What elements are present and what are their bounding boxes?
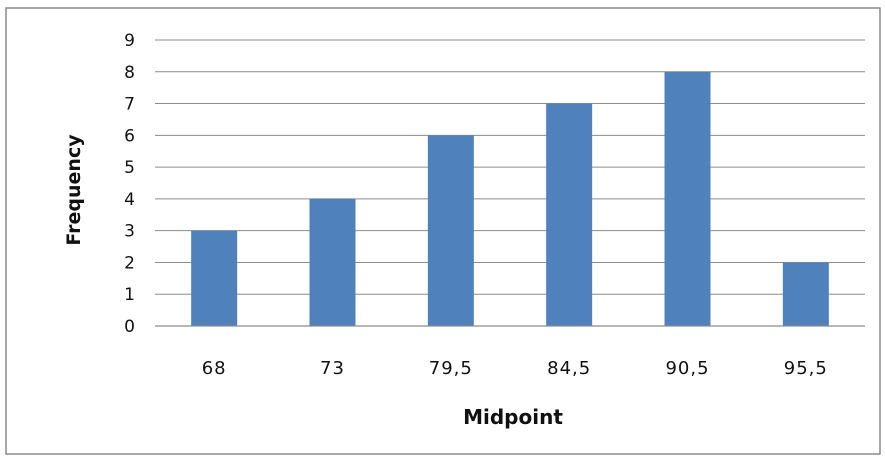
y-axis-title: Frequency bbox=[63, 134, 85, 246]
bar-68 bbox=[191, 230, 238, 326]
y-tick-label: 9 bbox=[124, 31, 135, 51]
x-tick-label: 68 bbox=[202, 358, 227, 379]
x-axis-tick-labels: 68 73 79,5 84,5 90,5 95,5 bbox=[202, 358, 828, 379]
y-tick-label: 8 bbox=[124, 63, 135, 83]
y-tick-label: 7 bbox=[124, 95, 135, 115]
bar-73 bbox=[309, 198, 356, 326]
chart-frame bbox=[5, 7, 881, 455]
y-tick-label: 6 bbox=[124, 126, 135, 146]
x-tick-label: 95,5 bbox=[784, 358, 828, 379]
y-tick-label: 4 bbox=[124, 190, 135, 210]
y-axis-tick-labels: 0 1 2 3 4 5 6 7 8 9 bbox=[124, 31, 135, 337]
x-tick-label: 84,5 bbox=[547, 358, 591, 379]
y-tick-label: 3 bbox=[124, 222, 135, 242]
bar-95-5 bbox=[782, 262, 829, 326]
x-tick-label: 79,5 bbox=[429, 358, 473, 379]
x-tick-label: 90,5 bbox=[665, 358, 709, 379]
bar-90-5 bbox=[664, 71, 711, 327]
bar-84-5 bbox=[546, 103, 593, 326]
gridlines bbox=[155, 39, 865, 295]
x-axis-title: Midpoint bbox=[463, 405, 563, 429]
y-tick-label: 0 bbox=[124, 317, 135, 337]
x-tick-label: 73 bbox=[320, 358, 345, 379]
y-tick-label: 1 bbox=[124, 285, 135, 305]
bars bbox=[191, 71, 829, 327]
y-tick-label: 5 bbox=[124, 158, 135, 178]
y-tick-label: 2 bbox=[124, 253, 135, 273]
bar-79-5 bbox=[427, 135, 474, 326]
